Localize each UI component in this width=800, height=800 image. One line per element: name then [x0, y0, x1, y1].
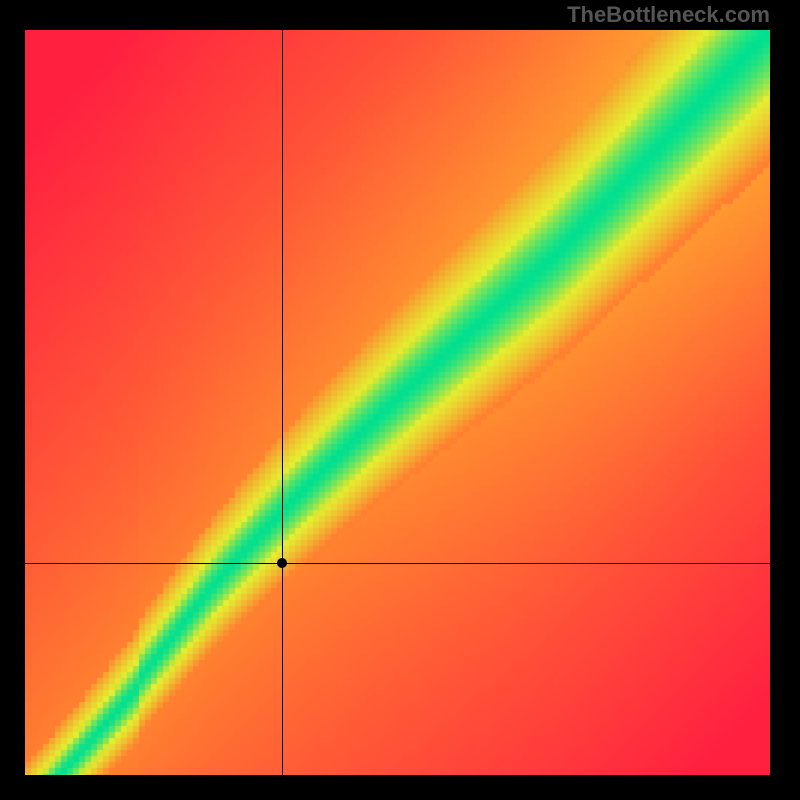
heatmap-plot — [25, 30, 770, 775]
bottleneck-chart: TheBottleneck.com — [0, 0, 800, 800]
watermark-text: TheBottleneck.com — [567, 2, 770, 28]
target-marker — [277, 558, 287, 568]
crosshair-horizontal — [25, 563, 770, 564]
crosshair-vertical — [282, 30, 283, 775]
heatmap-canvas — [25, 30, 770, 775]
